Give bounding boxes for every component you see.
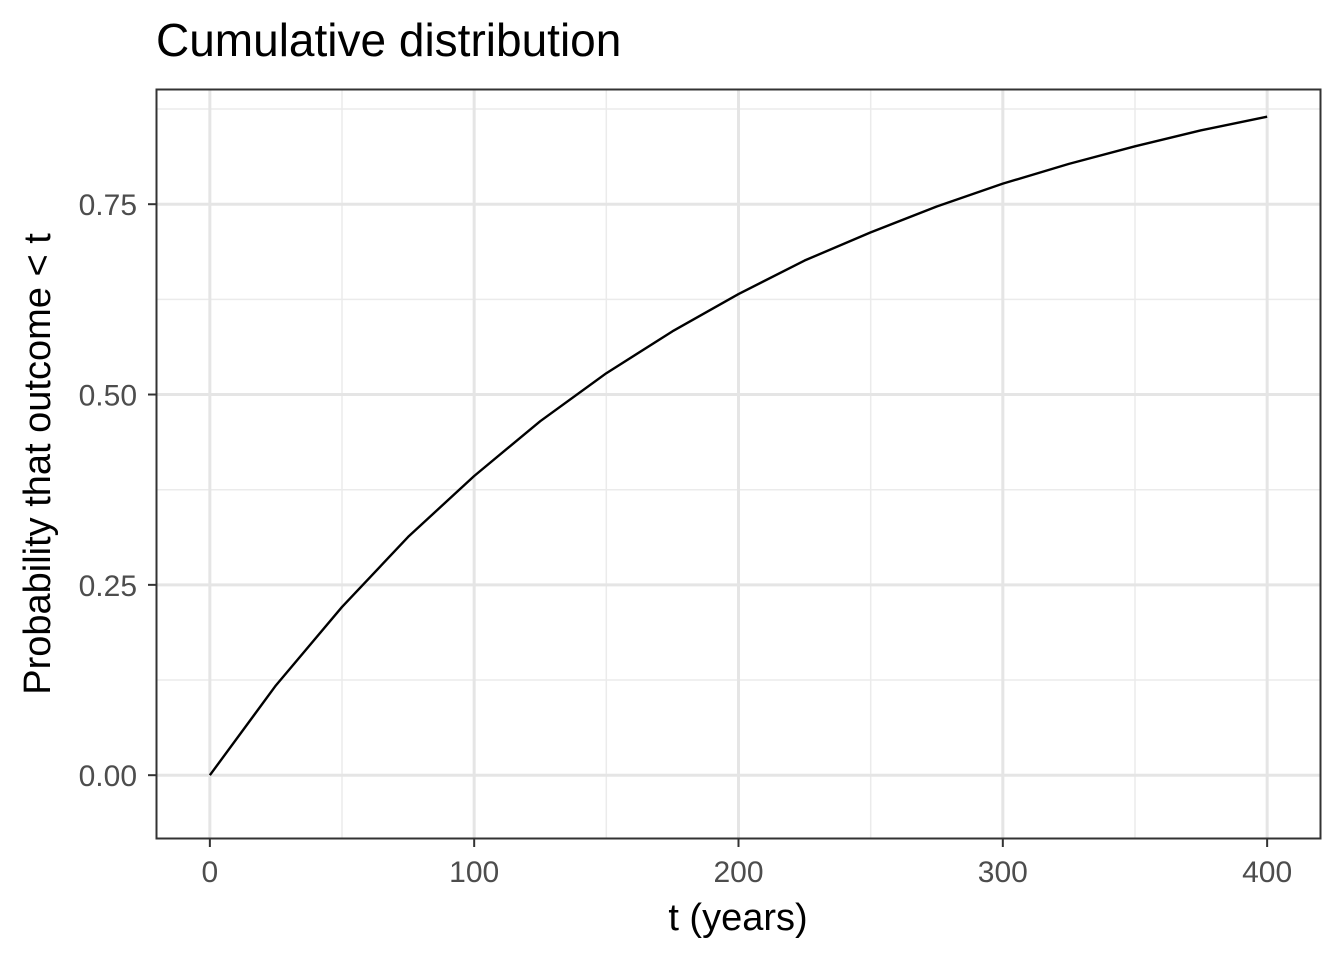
series-layer [208, 115, 1268, 776]
series-line [208, 115, 1268, 776]
chart-title: Cumulative distribution [156, 14, 621, 66]
y-axis-title: Probability that outcome < t [17, 233, 59, 695]
x-tick-label: 0 [202, 856, 219, 889]
x-tick-label: 200 [713, 856, 763, 889]
x-tick-label: 300 [978, 856, 1028, 889]
x-axis: 0 100 200 300 400 [202, 838, 1292, 889]
major-gridlines [157, 90, 1320, 838]
y-tick-label: 0.75 [79, 189, 137, 222]
y-tick-label: 0.25 [79, 570, 137, 603]
x-tick-label: 400 [1242, 856, 1292, 889]
y-axis: 0.00 0.25 0.50 0.75 [79, 189, 157, 793]
x-tick-label: 100 [449, 856, 499, 889]
y-tick-label: 0.00 [79, 760, 137, 793]
x-axis-title: t (years) [668, 897, 807, 939]
y-tick-label: 0.50 [79, 380, 137, 413]
